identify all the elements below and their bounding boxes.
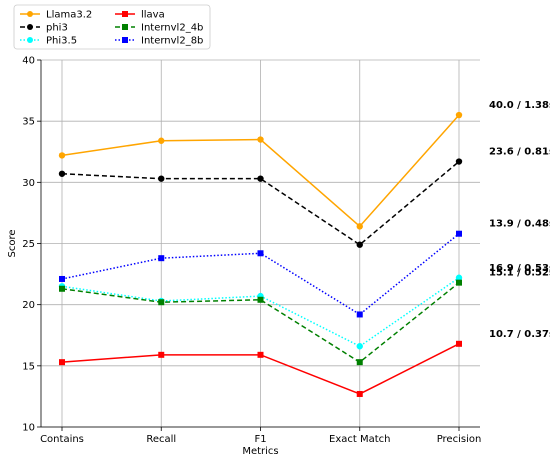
data-point (356, 390, 363, 397)
x-axis-label: Metrics (242, 446, 278, 457)
data-point (59, 275, 65, 282)
series (58, 111, 463, 397)
legend-item: Phi3.5 (20, 36, 77, 47)
y-tick-label: 20 (22, 300, 35, 311)
legend-label: Internvl2_4b (141, 23, 203, 34)
data-point (257, 175, 264, 182)
series-llava (59, 340, 462, 397)
data-point (257, 250, 264, 257)
data-label: 23.6 / 0.81s (489, 147, 550, 158)
x-tick-label: Precision (437, 434, 482, 445)
data-point (356, 343, 363, 350)
x-tick-labels: Contains Recall F1 Exact Match Precision (40, 427, 481, 445)
data-point (257, 351, 264, 358)
y-tick-label: 15 (22, 361, 35, 372)
data-point (59, 359, 65, 366)
data-label: 40.0 / 1.38s (489, 100, 550, 111)
series-Internvl2_8b (59, 230, 462, 318)
data-label: 16.9 / 0.53s (489, 263, 550, 274)
y-tick-label: 25 (22, 239, 35, 250)
x-tick-label: Exact Match (329, 434, 390, 445)
series-Internvl2_4b (59, 279, 462, 366)
x-tick-label: Recall (146, 434, 176, 445)
legend-marker (122, 24, 128, 30)
data-point (158, 299, 165, 306)
data-point (158, 137, 165, 144)
data-point (58, 170, 66, 177)
legend-marker (27, 24, 33, 30)
data-point (455, 274, 463, 281)
data-point (356, 241, 363, 248)
legend-item: Internvl2_4b (115, 23, 203, 34)
legend-item: phi3 (20, 23, 68, 34)
data-point (356, 223, 363, 230)
data-point (356, 359, 363, 366)
data-label: 13.9 / 0.48s (489, 219, 550, 230)
data-point (158, 255, 165, 262)
data-point (158, 351, 165, 358)
x-tick-label: F1 (254, 434, 266, 445)
data-point (455, 158, 463, 165)
y-tick-label: 35 (22, 117, 35, 128)
legend: Llama3.2 phi3 Phi3.5 llava Internvl2_4b Inter… (13, 4, 211, 50)
data-point (59, 285, 65, 292)
y-tick-labels: 10 15 20 25 30 35 40 (22, 56, 41, 434)
legend-item: Internvl2_8b (115, 36, 203, 47)
y-tick-label: 10 (22, 423, 35, 434)
x-tick-label: Contains (40, 434, 84, 445)
grid (41, 59, 480, 428)
legend-box (13, 4, 211, 50)
series-line (61, 282, 460, 364)
legend-item: Llama3.2 (20, 10, 92, 21)
legend-label: Internvl2_8b (141, 36, 203, 47)
data-point (455, 111, 463, 119)
data-point (456, 230, 462, 237)
data-label: 10.7 / 0.37s (489, 329, 550, 340)
legend-marker (122, 11, 128, 17)
series-phi3 (58, 158, 463, 248)
series-Llama3.2 (58, 111, 463, 230)
legend-marker (27, 11, 33, 17)
legend-label: llava (141, 10, 165, 21)
data-point (257, 296, 264, 303)
data-point (58, 152, 66, 159)
legend-label: Llama3.2 (46, 10, 92, 21)
legend-marker (27, 37, 33, 43)
legend-marker (122, 37, 128, 43)
data-point (456, 340, 462, 347)
y-axis-label: Score (7, 229, 18, 257)
data-point (356, 311, 363, 318)
series-line (61, 160, 460, 246)
data-label: 15.1 / 0.52s (489, 268, 550, 279)
y-tick-label: 30 (22, 178, 35, 189)
data-point (456, 279, 462, 286)
data-point (257, 136, 264, 143)
legend-item: llava (115, 10, 165, 21)
legend-label: phi3 (46, 23, 68, 34)
legend-label: Phi3.5 (46, 36, 77, 47)
data-point (158, 175, 165, 182)
annotations: 40.0 / 1.38s 23.6 / 0.81s 16.9 / 0.53s 10.7… (489, 100, 550, 340)
y-tick-label: 40 (22, 56, 35, 67)
